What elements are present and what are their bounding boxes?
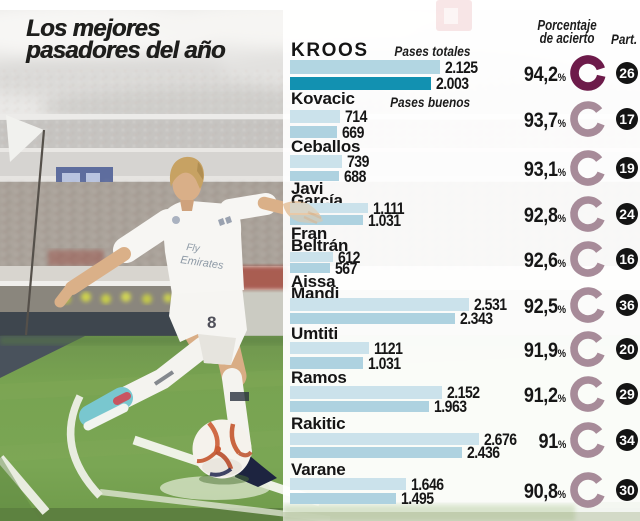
svg-text:8: 8 [207,313,216,332]
svg-text:Fly: Fly [186,242,202,255]
